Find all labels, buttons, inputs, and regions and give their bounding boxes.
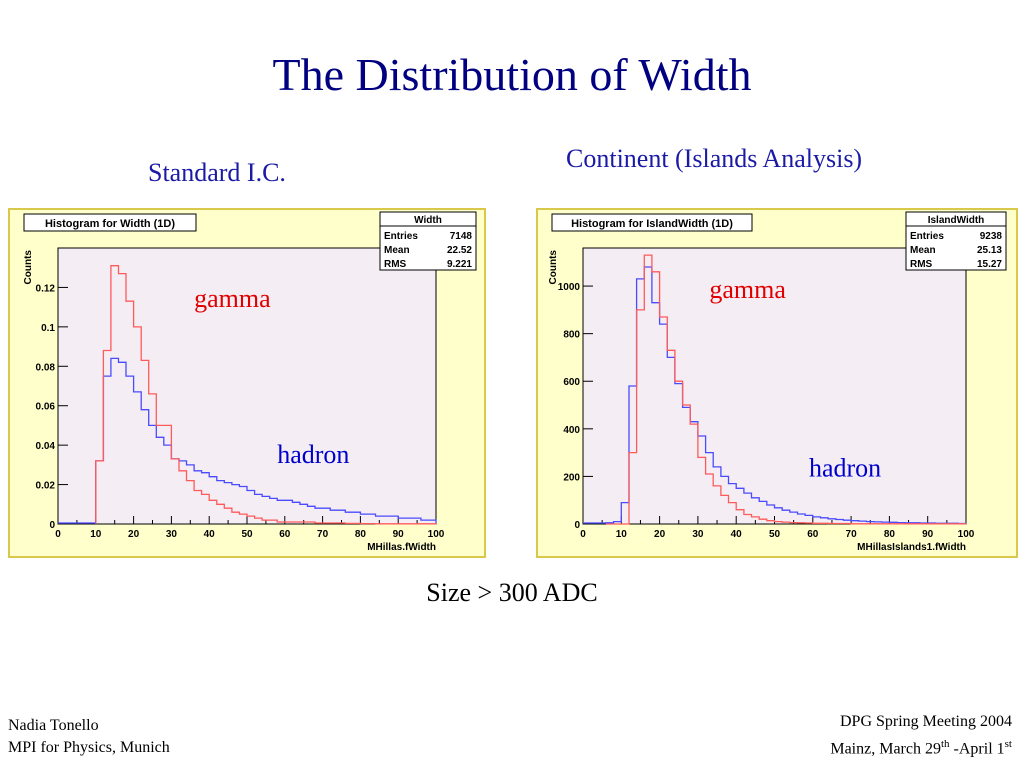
x-tick-label: 20 <box>128 529 140 540</box>
stats-box-bg <box>379 211 477 271</box>
y-tick-label: 200 <box>563 472 580 483</box>
y-tick-label: 0.08 <box>36 362 56 373</box>
y-tick-label: 0 <box>49 520 55 531</box>
series-hadron <box>95 357 437 524</box>
footer-date-sup1: th <box>940 738 950 750</box>
stats-box: IslandWidth Entries 9238 Mean 25.13 RMS 15.27 <box>905 211 1007 271</box>
footer-date-part1: Mainz, March 29 <box>830 740 941 758</box>
series-hadron <box>605 266 967 525</box>
histogram-title-box: Histogram for Width (1D) <box>23 213 197 232</box>
stats-row-value: 25.13 <box>977 245 1002 256</box>
series-gamma <box>606 254 967 525</box>
histogram-title-bg <box>23 213 197 232</box>
y-axis-label: Counts <box>548 250 559 285</box>
annotation-hadron: hadron <box>277 440 349 469</box>
y-tick-label: 0.06 <box>36 402 56 413</box>
footer-author-institute: MPI for Physics, Munich <box>8 739 170 756</box>
stats-row-label: Mean <box>384 245 410 256</box>
size-cut-note: Size > 300 ADC <box>426 578 598 607</box>
x-tick-label: 70 <box>846 529 858 540</box>
stats-row-label: RMS <box>384 259 407 270</box>
y-tick-label: 0 <box>574 520 580 531</box>
histogram-title: Histogram for Width (1D) <box>45 218 175 230</box>
x-tick-label: 0 <box>580 529 586 540</box>
histogram-panel-width: 0 10 20 30 40 50 60 70 80 90 100 0 0.02 0.04 0.06 0.08 0… <box>8 208 486 558</box>
annotation-hadron: hadron <box>809 453 881 482</box>
x-tick-label: 90 <box>393 529 405 540</box>
x-tick-label: 40 <box>731 529 743 540</box>
plot-area <box>57 247 437 525</box>
y-tick-label: 400 <box>563 425 580 436</box>
x-tick-label: 50 <box>241 529 253 540</box>
plot-area <box>582 247 967 525</box>
x-tick-label: 10 <box>616 529 628 540</box>
y-axis-label: Counts <box>23 250 34 285</box>
footer-meeting-date: Mainz, March 29th -April 1st <box>830 733 1012 760</box>
stats-row-value: 15.27 <box>977 259 1002 270</box>
x-tick-label: 0 <box>55 529 61 540</box>
x-tick-label: 30 <box>692 529 704 540</box>
x-tick-label: 40 <box>204 529 216 540</box>
subtitle-continent: Continent (Islands Analysis) <box>566 144 863 173</box>
stats-name: IslandWidth <box>928 215 985 226</box>
x-tick-label: 100 <box>958 529 975 540</box>
histogram-title-box: Histogram for IslandWidth (1D) <box>551 213 753 232</box>
stats-box-bg <box>905 211 1007 271</box>
histogram-islandwidth-svg: 0 10 20 30 40 50 60 70 80 90 10002004006008001000M… <box>548 211 1007 553</box>
x-tick-label: 90 <box>922 529 934 540</box>
footer-meeting-name: DPG Spring Meeting 2004 <box>840 713 1012 730</box>
x-tick-label: 80 <box>884 529 896 540</box>
footer-date-part2: -April 1 <box>949 740 1005 758</box>
annotation-gamma: gamma <box>709 275 786 304</box>
x-tick-label: 100 <box>428 529 445 540</box>
stats-row-label: Entries <box>910 231 944 242</box>
stats-name: Width <box>414 215 442 226</box>
stats-box: Width Entries 7148 Mean 22.52 RMS 9.221 <box>379 211 477 271</box>
stats-row-label: RMS <box>910 259 933 270</box>
footer-author-name: Nadia Tonello <box>8 717 99 734</box>
footer-date-sup2: st <box>1004 738 1012 750</box>
footer-author: Nadia Tonello MPI for Physics, Munich <box>8 715 170 759</box>
stats-row-label: Entries <box>384 231 418 242</box>
y-tick-label: 0.1 <box>41 323 55 334</box>
y-tick-label: 800 <box>563 330 580 341</box>
x-tick-label: 10 <box>90 529 102 540</box>
x-tick-label: 80 <box>355 529 367 540</box>
x-tick-label: 60 <box>279 529 291 540</box>
stats-row-label: Mean <box>910 245 936 256</box>
x-axis-label: MHillasIslands1.fWidth <box>857 542 966 553</box>
slide-title: The Distribution of Width <box>272 49 752 100</box>
x-axis-label: MHillas.fWidth <box>367 542 436 553</box>
stats-row-value: 9.221 <box>447 259 472 270</box>
series-gamma <box>95 265 437 525</box>
footer-meeting: DPG Spring Meeting 2004 Mainz, March 29t… <box>830 711 1012 760</box>
histogram-panel-islandwidth: 0 10 20 30 40 50 60 70 80 90 100 0 200 400 600 800 1000 M… <box>536 208 1018 558</box>
histogram-title: Histogram for IslandWidth (1D) <box>571 218 733 230</box>
y-tick-label: 0.04 <box>36 441 56 452</box>
x-tick-label: 30 <box>166 529 178 540</box>
annotation-gamma: gamma <box>194 284 271 313</box>
subtitle-standard-ic: Standard I.C. <box>148 158 286 187</box>
y-tick-label: 1000 <box>558 282 581 293</box>
x-tick-label: 70 <box>317 529 329 540</box>
x-tick-label: 50 <box>769 529 781 540</box>
y-tick-label: 600 <box>563 377 580 388</box>
x-tick-label: 20 <box>654 529 666 540</box>
histogram-width-svg: 0 10 20 30 40 50 60 70 80 90 100 0 0.02 0.04 0.06 0.08 0… <box>23 211 477 553</box>
x-tick-label: 60 <box>807 529 819 540</box>
stats-row-value: 7148 <box>450 231 473 242</box>
stats-row-value: 22.52 <box>447 245 472 256</box>
y-tick-label: 0.02 <box>36 481 56 492</box>
stats-row-value: 9238 <box>980 231 1003 242</box>
y-tick-label: 0.12 <box>36 283 56 294</box>
histogram-title-bg <box>551 213 753 232</box>
